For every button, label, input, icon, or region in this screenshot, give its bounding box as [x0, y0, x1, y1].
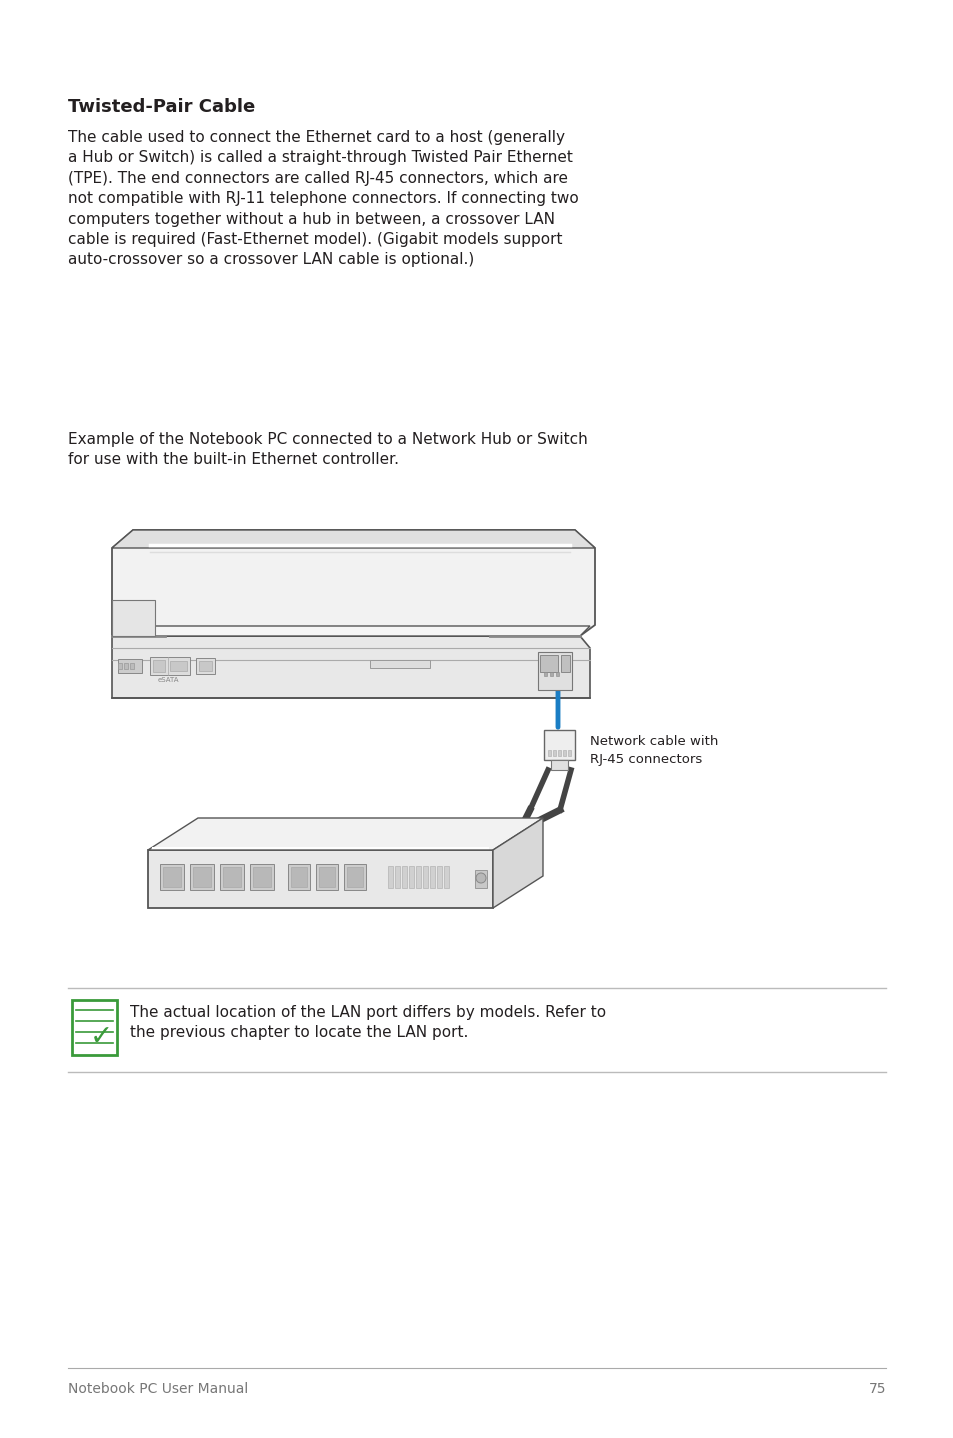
Polygon shape [416, 866, 420, 889]
Polygon shape [112, 600, 154, 636]
Polygon shape [193, 867, 211, 887]
Text: Notebook PC User Manual: Notebook PC User Manual [68, 1382, 248, 1396]
Polygon shape [112, 531, 595, 636]
Polygon shape [223, 867, 241, 887]
Polygon shape [409, 866, 414, 889]
Text: The cable used to connect the Ethernet card to a host (generally
a Hub or Switch: The cable used to connect the Ethernet c… [68, 129, 578, 267]
Polygon shape [112, 626, 589, 636]
Polygon shape [291, 867, 307, 887]
Polygon shape [370, 660, 430, 669]
Polygon shape [190, 864, 213, 890]
Polygon shape [443, 866, 449, 889]
Polygon shape [199, 661, 212, 672]
Polygon shape [560, 654, 569, 672]
Text: eSATA: eSATA [157, 677, 178, 683]
Polygon shape [118, 663, 122, 669]
Text: Network Hub or Switch: Network Hub or Switch [188, 876, 340, 889]
Text: Example of the Notebook PC connected to a Network Hub or Switch
for use with the: Example of the Notebook PC connected to … [68, 431, 587, 467]
Polygon shape [148, 850, 493, 907]
Polygon shape [543, 731, 575, 761]
Polygon shape [163, 867, 181, 887]
Polygon shape [558, 751, 560, 756]
Polygon shape [195, 659, 214, 674]
Polygon shape [112, 636, 589, 697]
Polygon shape [551, 761, 567, 769]
Polygon shape [250, 864, 274, 890]
Circle shape [476, 873, 485, 883]
Polygon shape [124, 663, 128, 669]
Polygon shape [71, 999, 117, 1055]
Polygon shape [543, 672, 546, 676]
Polygon shape [148, 818, 542, 850]
Polygon shape [550, 672, 553, 676]
Polygon shape [118, 659, 142, 673]
Polygon shape [475, 870, 486, 889]
Polygon shape [436, 866, 441, 889]
Polygon shape [150, 657, 190, 674]
Polygon shape [395, 866, 399, 889]
Polygon shape [537, 651, 572, 690]
Polygon shape [562, 751, 565, 756]
Polygon shape [170, 661, 187, 672]
Text: Network cable with
RJ-45 connectors: Network cable with RJ-45 connectors [589, 735, 718, 765]
Polygon shape [388, 866, 393, 889]
Text: Twisted-Pair Cable: Twisted-Pair Cable [68, 98, 255, 116]
Polygon shape [422, 866, 428, 889]
Text: The actual location of the LAN port differs by models. Refer to
the previous cha: The actual location of the LAN port diff… [130, 1005, 605, 1041]
Text: ✓: ✓ [90, 1022, 112, 1051]
Polygon shape [430, 866, 435, 889]
Polygon shape [401, 866, 407, 889]
Polygon shape [318, 867, 335, 887]
Text: 75: 75 [867, 1382, 885, 1396]
Polygon shape [553, 751, 556, 756]
Polygon shape [556, 672, 558, 676]
Polygon shape [344, 864, 366, 890]
Polygon shape [160, 864, 184, 890]
Polygon shape [493, 818, 542, 907]
Polygon shape [315, 864, 337, 890]
Polygon shape [547, 751, 551, 756]
Polygon shape [347, 867, 363, 887]
Polygon shape [130, 663, 133, 669]
Polygon shape [567, 751, 571, 756]
Polygon shape [112, 531, 595, 548]
Polygon shape [288, 864, 310, 890]
Polygon shape [253, 867, 271, 887]
Polygon shape [220, 864, 244, 890]
Polygon shape [539, 654, 558, 672]
Polygon shape [152, 660, 165, 672]
